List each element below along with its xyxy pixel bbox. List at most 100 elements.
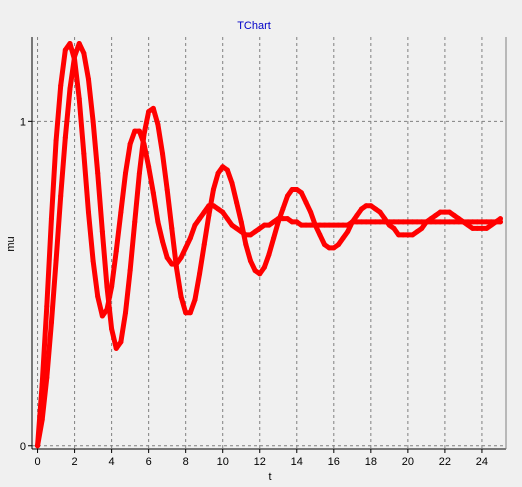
series-1-point [433, 219, 439, 225]
series-2-point [423, 219, 429, 225]
series-2-point [224, 167, 230, 173]
series-1-point [410, 219, 415, 225]
y-tick-label: 0 [20, 441, 26, 453]
x-tick-label: 12 [254, 456, 266, 468]
series-1-point [377, 219, 383, 225]
series-1-point [479, 219, 485, 225]
series-2-point [113, 345, 119, 351]
series-2-point [118, 339, 124, 345]
series-1-point [44, 303, 50, 309]
series-2-point [479, 225, 485, 231]
series-2-point [132, 219, 138, 225]
series-2-point [109, 326, 115, 332]
x-axis-label: t [268, 471, 271, 483]
series-2-point [187, 310, 193, 316]
series-2-point [405, 232, 411, 238]
series-1-point [396, 219, 402, 225]
series-2-point [178, 294, 184, 300]
series-2-point [183, 310, 189, 316]
series-2-point [271, 235, 277, 241]
series-2-point [460, 219, 466, 225]
series-2-point [340, 235, 346, 241]
x-tick-label: 16 [328, 456, 340, 468]
series-2-point [349, 219, 355, 225]
series-1-point [155, 219, 161, 225]
plot-area [32, 37, 506, 449]
series-1-point [317, 222, 323, 228]
x-tick-label: 4 [109, 456, 115, 468]
series-1-point [118, 209, 124, 215]
series-2-point [488, 222, 494, 228]
series-2-point [104, 284, 110, 290]
series-1-point [53, 138, 59, 144]
series-2-point [192, 297, 198, 303]
x-tick-label: 14 [291, 456, 303, 468]
series-1-point [484, 219, 490, 225]
series-1-point [400, 219, 406, 225]
series-2-point [442, 209, 448, 215]
series-2-point [44, 375, 50, 381]
series-2-point [252, 268, 258, 274]
series-1-point [178, 255, 184, 261]
series-2-point [160, 151, 166, 157]
series-1-point [220, 209, 226, 215]
series-1-point [359, 219, 365, 225]
series-2-point [354, 212, 360, 218]
series-2-point [169, 225, 175, 231]
series-2-point [396, 232, 402, 238]
series-1-point [95, 294, 101, 300]
series-1-point [132, 128, 138, 134]
series-1-point [294, 219, 300, 225]
x-tick-label: 2 [72, 456, 78, 468]
series-2-point [62, 135, 68, 141]
series-1-point [331, 222, 337, 228]
series-1-point [335, 222, 341, 228]
series-1-point [215, 206, 221, 212]
series-2-point [326, 245, 332, 251]
chart-title: TChart [237, 20, 271, 32]
series-2-point [266, 251, 272, 257]
x-tick-label: 18 [365, 456, 377, 468]
series-2-point [484, 225, 490, 231]
y-axis-label: mu [5, 236, 17, 251]
series-1-point [160, 238, 166, 244]
x-tick-label: 20 [402, 456, 414, 468]
series-2-point [136, 170, 142, 176]
x-tick-label: 22 [439, 456, 451, 468]
series-1-point [308, 222, 314, 228]
series-2-point [451, 212, 457, 218]
series-2-point [493, 219, 499, 225]
series-2-point [247, 258, 253, 264]
series-1-point [303, 222, 309, 228]
series-1-point [76, 96, 82, 102]
series-2-point [123, 310, 128, 316]
series-2-point [53, 258, 59, 264]
series-2-point [414, 229, 420, 235]
series-2-point [294, 186, 300, 192]
series-1-point [127, 141, 133, 147]
series-2-point [229, 180, 235, 186]
series-2-point [99, 229, 105, 235]
series-2-point [146, 109, 152, 115]
series-2-point [90, 118, 96, 124]
series-1-point [474, 219, 480, 225]
gridlines [32, 37, 506, 449]
series-1-point [81, 151, 87, 157]
series-1-point [405, 219, 411, 225]
series-2-point [76, 40, 82, 46]
series-1-point [442, 219, 448, 225]
series-2-point [335, 242, 341, 248]
series-2-point [497, 216, 503, 222]
series-1-point [187, 235, 193, 241]
series-2-point [433, 212, 439, 218]
series-2-point [308, 209, 314, 215]
series-1-point [247, 232, 253, 238]
series-2-point [400, 232, 406, 238]
series-1-point [470, 219, 476, 225]
series-1-point [90, 258, 96, 264]
series-2-point [377, 209, 383, 215]
series-2-point [298, 190, 304, 196]
series-2-point [345, 229, 351, 235]
series-2-point [164, 186, 170, 192]
